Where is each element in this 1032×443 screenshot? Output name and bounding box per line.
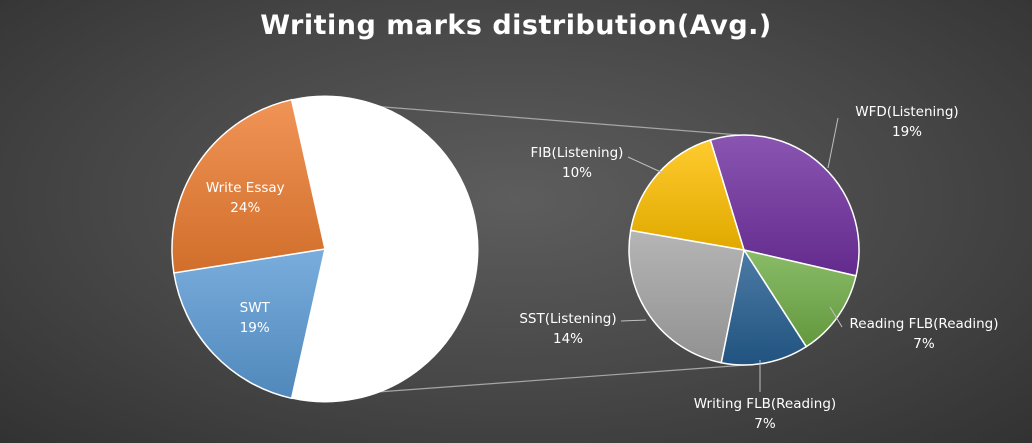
label-wfd-listening: WFD(Listening) <box>855 104 958 120</box>
secondary-slice-wfd-listening <box>709 134 860 277</box>
leader-line-sst-listening <box>620 319 647 322</box>
value-sst-listening: 14% <box>553 331 583 347</box>
secondary-pie <box>628 134 860 366</box>
value-reading-flb-reading: 7% <box>913 336 935 352</box>
value-write-essay: 24% <box>230 200 260 216</box>
secondary-slice-fib-listening <box>629 139 746 251</box>
label-reading-flb-reading: Reading FLB(Reading) <box>850 316 999 332</box>
label-fib-listening: FIB(Listening) <box>531 145 624 161</box>
label-write-essay: Write Essay <box>206 180 285 196</box>
value-swt: 19% <box>240 320 270 336</box>
label-swt: SWT <box>240 300 271 316</box>
value-wfd-listening: 19% <box>892 124 922 140</box>
secondary-slice-sst-listening <box>628 229 745 364</box>
chart-title: Writing marks distribution(Avg.) <box>260 10 772 41</box>
main-slice-write-essay <box>171 98 326 274</box>
value-writing-flb-reading: 7% <box>754 416 776 432</box>
leader-line-reading-flb-reading <box>829 306 843 328</box>
leader-line-fib-listening <box>627 156 664 174</box>
main-slice-swt <box>173 248 326 400</box>
main-slice-other <box>291 95 479 403</box>
main-pie <box>171 95 479 403</box>
label-writing-flb-reading: Writing FLB(Reading) <box>694 396 836 412</box>
value-fib-listening: 10% <box>562 165 592 181</box>
leader-line-wfd-listening <box>827 117 839 169</box>
secondary-slice-reading-flb-reading <box>742 248 857 348</box>
label-sst-listening: SST(Listening) <box>519 311 616 327</box>
secondary-slice-writing-flb-reading <box>720 248 808 366</box>
